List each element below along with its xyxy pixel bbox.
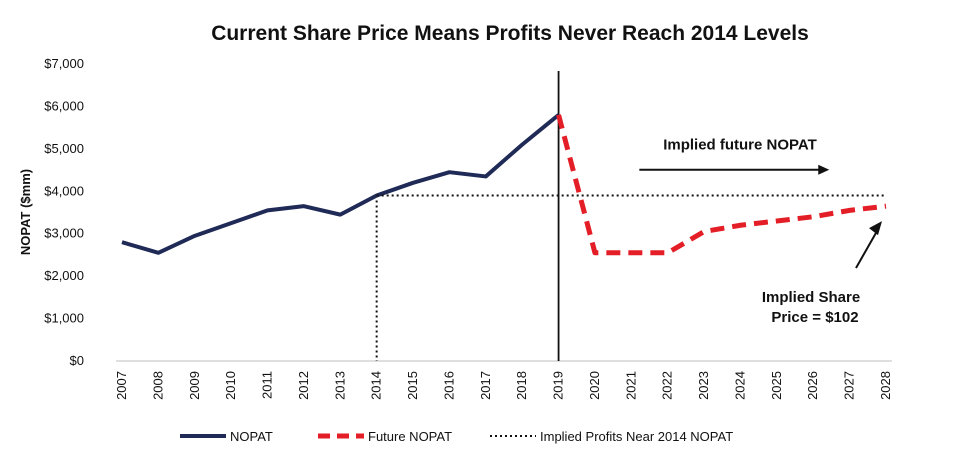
y-tick-label: $5,000 — [44, 141, 84, 156]
x-tick-label: 2007 — [114, 371, 129, 400]
x-tick-label: 2013 — [332, 371, 347, 400]
legend-label-0: NOPAT — [230, 429, 273, 444]
x-tick-label: 2018 — [514, 371, 529, 400]
y-tick-label: $7,000 — [44, 56, 84, 71]
x-tick-label: 2025 — [769, 371, 784, 400]
y-tick-label: $1,000 — [44, 311, 84, 326]
x-tick-label: 2015 — [405, 371, 420, 400]
x-tick-label: 2017 — [478, 371, 493, 400]
y-axis-label: NOPAT ($mm) — [18, 169, 33, 255]
y-tick-label: $6,000 — [44, 98, 84, 113]
reference-lines — [375, 71, 560, 361]
x-tick-label: 2011 — [260, 371, 275, 399]
x-tick-label: 2020 — [587, 371, 602, 400]
legend-label-1: Future NOPAT — [368, 429, 452, 444]
x-tick-label: 2023 — [696, 371, 711, 400]
series-line-nopat — [121, 113, 560, 255]
arrow-right-icon — [818, 164, 830, 175]
x-tick-label: 2014 — [369, 371, 384, 400]
annotation-implied-future-nopat: Implied future NOPAT — [663, 137, 817, 154]
y-tick-label: $2,000 — [44, 268, 84, 283]
annotations: Implied future NOPAT Implied Share Price =… — [639, 137, 882, 326]
x-axis: 2007 2008 2009 2010 2011 2012 2013 2014 2015 2016… — [114, 360, 893, 400]
y-tick-label: $3,000 — [44, 226, 84, 241]
annotation-implied-share-price-line2: Price = $102 — [771, 309, 858, 326]
series-line-future-nopat — [556, 114, 887, 256]
annotation-implied-share-price-line1: Implied Share — [762, 289, 860, 306]
series-layer — [121, 113, 887, 256]
legend: NOPAT Future NOPAT Implied Profits Near 20… — [180, 429, 733, 444]
x-tick-label: 2021 — [623, 371, 638, 400]
x-tick-label: 2016 — [441, 371, 456, 400]
x-tick-label: 2027 — [842, 371, 857, 400]
x-tick-label: 2010 — [223, 371, 238, 400]
x-tick-label: 2024 — [732, 371, 747, 400]
y-tick-label: $0 — [70, 353, 84, 368]
arrow-diagonal-icon — [869, 221, 882, 236]
x-tick-label: 2009 — [187, 371, 202, 400]
x-tick-label: 2022 — [660, 371, 675, 400]
x-tick-label: 2019 — [551, 371, 566, 400]
x-tick-label: 2012 — [296, 371, 311, 400]
arrow-diagonal-shaft — [855, 230, 878, 269]
legend-label-2: Implied Profits Near 2014 NOPAT — [540, 429, 733, 444]
chart-title: Current Share Price Means Profits Never … — [211, 22, 809, 45]
y-axis: $0 $1,000 $2,000 $3,000 $4,000 $5,000 $6,000 $7… — [44, 56, 84, 368]
x-tick-label: 2008 — [150, 371, 165, 400]
y-tick-label: $4,000 — [44, 183, 84, 198]
x-tick-label: 2026 — [805, 371, 820, 400]
x-tick-label: 2028 — [878, 371, 893, 400]
